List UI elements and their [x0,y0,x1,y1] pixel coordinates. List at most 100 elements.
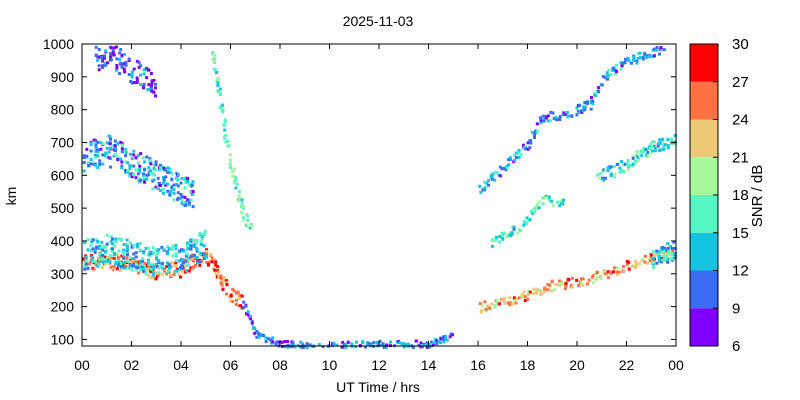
echo-point [552,116,556,120]
echo-point [152,163,156,167]
echo-point [145,76,149,80]
echo-point [157,266,161,270]
y-tick-label: 300 [51,266,75,282]
echo-point [154,256,158,260]
echo-point [536,288,540,292]
echo-point [495,301,499,305]
echo-point [529,139,533,143]
echo-point [522,290,526,294]
echo-point [504,168,508,172]
echo-point [152,173,156,177]
echo-point [213,61,217,65]
echo-point [646,151,650,155]
echo-point [240,198,244,202]
echo-point [198,263,202,267]
echo-point [96,140,100,144]
echo-point [627,159,631,163]
echo-point [414,339,418,343]
echo-point [577,283,581,287]
echo-point [165,272,169,276]
echo-point [280,340,284,344]
echo-point [651,261,655,265]
echo-point [174,247,178,251]
echo-point [96,166,100,170]
echo-point [101,162,105,166]
echo-point [104,257,108,261]
echo-point [627,163,631,167]
echo-point [169,261,173,265]
echo-point [109,240,113,244]
echo-point [175,182,179,186]
echo-point [141,175,145,179]
echo-point [635,152,639,156]
echo-point [426,345,430,349]
echo-point [108,142,112,146]
echo-point [517,155,521,159]
echo-point [162,166,166,170]
echo-point [229,299,233,303]
echo-point [641,55,645,59]
echo-point [241,216,245,220]
echo-point [191,189,195,193]
echo-point [100,240,104,244]
echo-point [152,271,156,275]
echo-point [93,250,97,254]
echo-point [262,333,266,337]
echo-point [234,291,238,295]
echo-point [169,189,173,193]
colorbar-segment [690,270,718,309]
echo-point [632,59,636,63]
echo-point [602,178,606,182]
echo-point [524,144,528,148]
echo-point [111,51,115,55]
echo-point [608,166,612,170]
echo-point [91,238,95,242]
echo-point [528,146,532,150]
echo-point [198,258,202,262]
echo-point [522,223,526,227]
colorbar-tick-label: 9 [732,300,740,317]
echo-point [554,283,558,287]
echo-point [253,327,257,331]
echo-point [541,202,545,206]
echo-point [601,75,605,79]
echo-point [122,67,126,71]
echo-point [670,141,674,145]
echo-point [246,313,250,317]
echo-point [564,284,568,288]
echo-point [567,114,571,118]
echo-point [627,59,631,63]
echo-point [200,237,204,241]
echo-point [385,343,389,347]
echo-point [214,260,218,264]
echo-point [671,246,675,250]
echo-point [109,52,113,56]
echo-point [128,152,132,156]
echo-point [106,256,110,260]
echo-point [668,257,672,261]
echo-point [98,252,102,256]
echo-point [213,53,217,57]
echo-point [177,269,181,273]
echo-point [198,253,202,257]
echo-point [187,203,191,207]
echo-point [114,240,118,244]
echo-point [662,249,666,253]
echo-point [132,173,136,177]
echo-point [96,264,100,268]
echo-point [150,267,154,271]
echo-point [120,164,124,168]
echo-point [579,277,583,281]
echo-point [224,279,228,283]
echo-point [207,261,211,265]
echo-point [636,157,640,161]
echo-point [591,274,595,278]
echo-point [89,243,93,247]
echo-point [612,266,616,270]
echo-point [437,340,441,344]
echo-point [623,162,627,166]
echo-point [130,70,134,74]
echo-point [525,221,529,225]
echo-point [86,238,90,242]
echo-point [355,340,359,344]
